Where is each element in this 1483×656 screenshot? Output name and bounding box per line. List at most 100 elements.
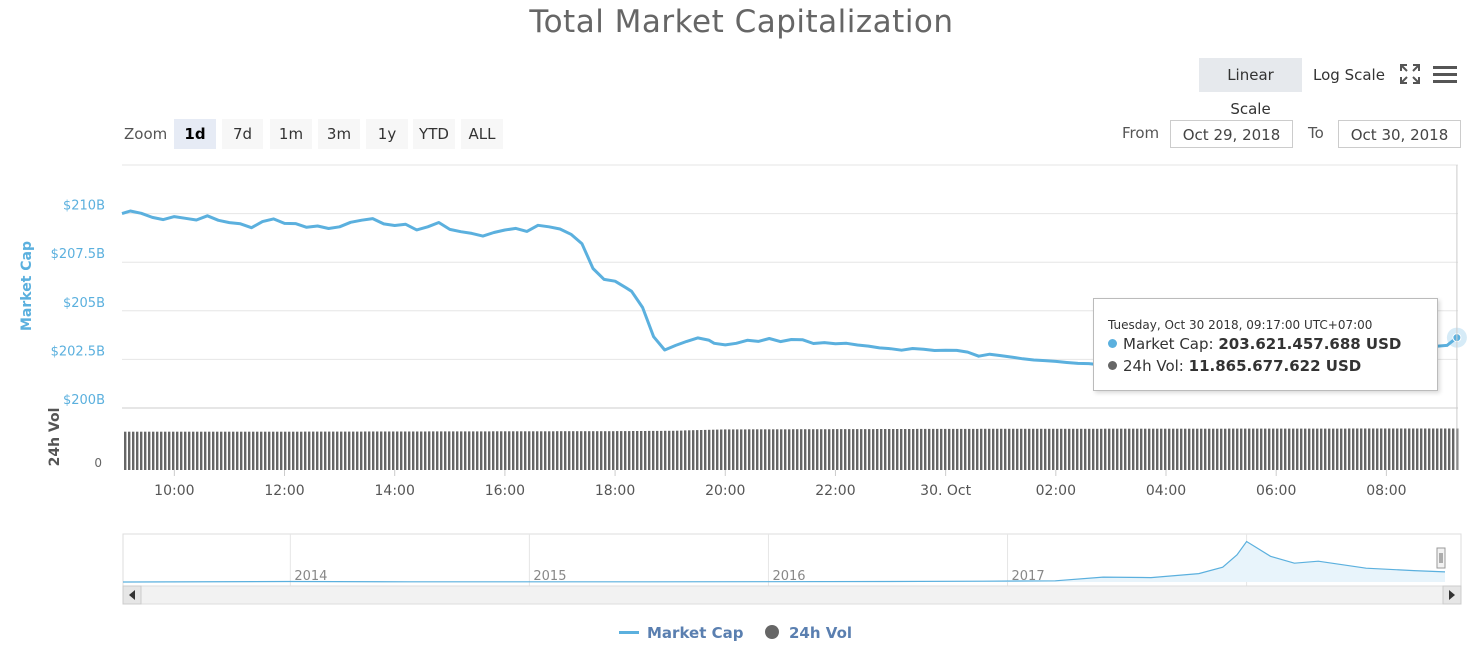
volume-bar xyxy=(736,429,739,470)
volume-bar xyxy=(516,431,519,470)
volume-bar xyxy=(252,431,255,470)
volume-bar xyxy=(564,431,567,470)
volume-bar xyxy=(1392,428,1395,470)
volume-bar xyxy=(1068,428,1071,470)
tooltip-date: Tuesday, Oct 30 2018, 09:17:00 UTC+07:00 xyxy=(1108,318,1373,332)
log-scale-button[interactable]: Log Scale xyxy=(1313,66,1385,84)
volume-bar xyxy=(148,431,151,470)
zoom-all-button[interactable]: ALL xyxy=(461,119,503,149)
volume-bar xyxy=(396,431,399,470)
volume-bar xyxy=(648,430,651,470)
linear-scale-button[interactable]: Linear Scale xyxy=(1199,58,1302,118)
zoom-1m-button[interactable]: 1m xyxy=(270,119,312,149)
volume-bar xyxy=(344,431,347,470)
volume-bar xyxy=(204,431,207,470)
volume-bar xyxy=(468,431,471,470)
volume-bar xyxy=(1076,428,1079,470)
volume-bar xyxy=(820,429,823,470)
volume-bar xyxy=(752,429,755,470)
scrollbar-track[interactable] xyxy=(122,585,1462,605)
volume-bar xyxy=(520,431,523,470)
volume-bar xyxy=(632,431,635,470)
volume-bar xyxy=(176,431,179,470)
volume-bar xyxy=(956,428,959,470)
volume-bar xyxy=(1140,428,1143,470)
volume-bar xyxy=(1388,428,1391,470)
volume-bar xyxy=(496,431,499,470)
volume-bar xyxy=(316,431,319,470)
volume-bar xyxy=(672,430,675,470)
tooltip-volume-value: 11.865.677.622 USD xyxy=(1188,357,1362,375)
zoom-3m-button[interactable]: 3m xyxy=(318,119,360,149)
volume-bar xyxy=(1164,428,1167,470)
volume-bar xyxy=(356,431,359,470)
zoom-7d-button[interactable]: 7d xyxy=(222,119,263,149)
volume-bar xyxy=(1080,428,1083,470)
volume-bar xyxy=(440,431,443,470)
volume-bar xyxy=(308,431,311,470)
volume-bar xyxy=(460,431,463,470)
volume-bar xyxy=(612,431,615,470)
volume-bar xyxy=(676,430,679,470)
volume-bar xyxy=(1256,428,1259,470)
volume-bar xyxy=(1128,428,1131,470)
volume-bar xyxy=(840,429,843,470)
volume-bar xyxy=(1344,428,1347,470)
zoom-label: Zoom xyxy=(124,125,168,143)
zoom-ytd-button[interactable]: YTD xyxy=(413,119,455,149)
volume-bar xyxy=(988,428,991,470)
volume-bar xyxy=(1228,428,1231,470)
volume-bar xyxy=(224,431,227,470)
legend-item-market-cap[interactable]: Market Cap xyxy=(619,624,743,642)
volume-bar xyxy=(276,431,279,470)
volume-bar xyxy=(760,429,763,470)
volume-bar xyxy=(1124,428,1127,470)
volume-bar xyxy=(1420,428,1423,470)
x-tick-label: 18:00 xyxy=(595,483,635,499)
volume-bar xyxy=(128,431,131,470)
volume-bar xyxy=(532,431,535,470)
volume-bar xyxy=(1444,428,1447,470)
volume-bar xyxy=(1204,428,1207,470)
volume-bar xyxy=(160,431,163,470)
volume-bar xyxy=(288,431,291,470)
volume-bar xyxy=(544,431,547,470)
navigator-selection-handle[interactable] xyxy=(1436,547,1446,569)
x-tick-label: 06:00 xyxy=(1256,483,1296,499)
volume-bar xyxy=(424,431,427,470)
volume-bar xyxy=(328,431,331,470)
volume-bar xyxy=(228,431,231,470)
volume-axis-zero: 0 xyxy=(94,456,102,470)
volume-bar xyxy=(608,431,611,470)
volume-bar xyxy=(720,429,723,470)
legend-line-icon xyxy=(619,631,639,634)
to-date-input[interactable]: Oct 30, 2018 xyxy=(1338,120,1461,148)
volume-bar xyxy=(392,431,395,470)
volume-bar xyxy=(1296,428,1299,470)
volume-bar xyxy=(744,429,747,470)
volume-bar xyxy=(212,431,215,470)
volume-bar xyxy=(380,431,383,470)
volume-bar xyxy=(948,428,951,470)
volume-bar xyxy=(188,431,191,470)
volume-bar xyxy=(844,429,847,470)
legend-dot-icon xyxy=(765,625,779,639)
volume-bar xyxy=(692,430,695,470)
volume-bar xyxy=(780,429,783,470)
volume-bar xyxy=(296,431,299,470)
x-tick-label: 30. Oct xyxy=(920,483,971,499)
volume-bar xyxy=(892,429,895,470)
volume-bar xyxy=(264,431,267,470)
volume-bar xyxy=(1284,428,1287,470)
zoom-1y-button[interactable]: 1y xyxy=(366,119,408,149)
legend-item-volume[interactable]: 24h Vol xyxy=(765,624,852,642)
fullscreen-icon[interactable] xyxy=(1398,62,1422,86)
x-tick-label: 22:00 xyxy=(815,483,855,499)
volume-bar xyxy=(1120,428,1123,470)
volume-bar xyxy=(640,431,643,470)
zoom-1d-button[interactable]: 1d xyxy=(174,119,216,149)
hamburger-menu-icon[interactable] xyxy=(1432,62,1458,86)
from-date-input[interactable]: Oct 29, 2018 xyxy=(1170,120,1293,148)
volume-bar xyxy=(1356,428,1359,470)
